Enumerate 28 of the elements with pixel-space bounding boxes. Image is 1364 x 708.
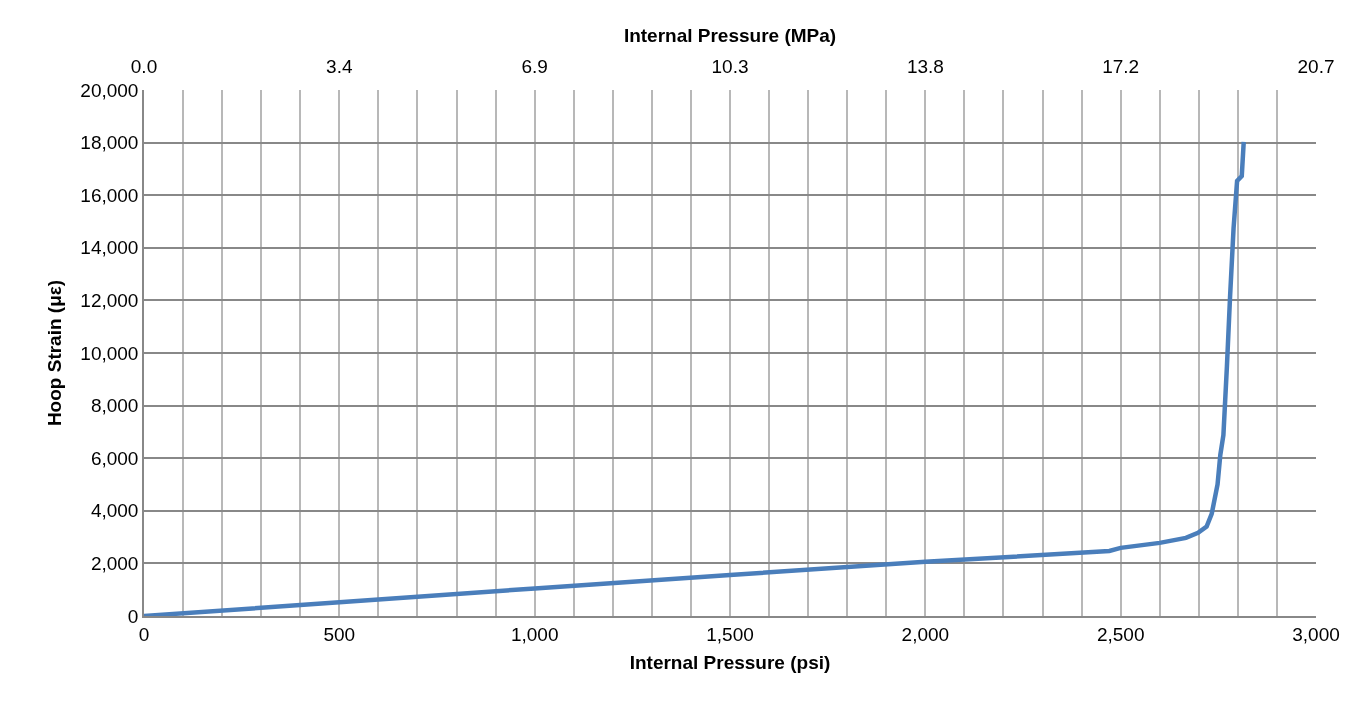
x2-tick-label: 6.9 [521,56,548,78]
x-axis-title: Internal Pressure (psi) [629,651,831,673]
x2-tick-label: 10.3 [711,56,749,78]
y-tick-label: 8,000 [90,395,139,417]
x-tick-label: 1,000 [510,623,559,645]
y-tick-label: 14,000 [80,237,139,259]
y-tick-label: 6,000 [90,447,139,469]
y-tick-label: 20,000 [80,79,139,101]
x2-tick-label: 0.0 [130,56,158,78]
y-tick-label: 18,000 [80,132,139,154]
x2-tick-label: 13.8 [906,56,944,78]
y-tick-label: 0 [127,605,139,627]
x2-tick-label: 17.2 [1102,56,1140,78]
y-tick-label: 12,000 [80,290,139,312]
x-tick-label: 3,000 [1292,623,1340,645]
x2-tick-label: 20.7 [1297,56,1335,78]
y-tick-label: 10,000 [80,342,139,364]
y-tick-label: 2,000 [90,553,139,575]
x-tick-label: 500 [323,623,356,645]
x-tick-label: 2,500 [1096,623,1145,645]
y-tick-label: 16,000 [80,184,139,206]
line-series [144,139,1246,616]
x-tick-label: 2,000 [901,623,950,645]
x2-axis-title: Internal Pressure (MPa) [623,25,837,47]
y-tick-label: 4,000 [90,500,139,522]
x2-tick-label: 3.4 [326,56,353,78]
y-axis-title: Hoop Strain (με) [43,279,65,427]
x-tick-label: 1,500 [706,623,754,645]
